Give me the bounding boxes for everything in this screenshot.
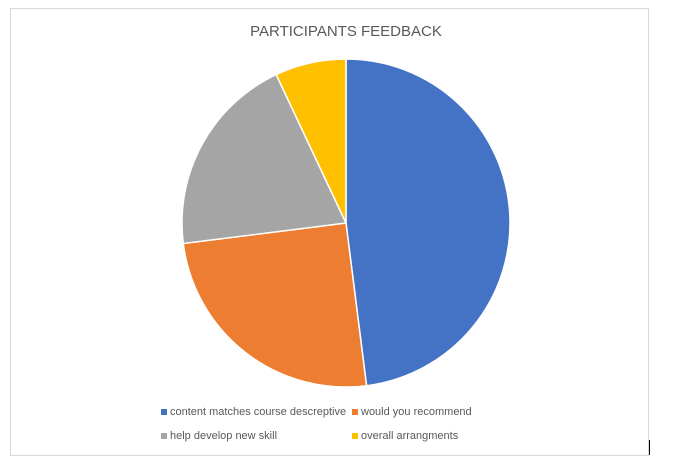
pie-slice [181, 73, 348, 245]
legend-swatch [161, 409, 167, 415]
pie-slice [345, 58, 511, 387]
chart-title: PARTICIPANTS FEEDBACK [250, 23, 442, 40]
legend-label: would you recommend [360, 406, 472, 418]
legend-label: content matches course descreptive [170, 406, 346, 418]
legend-swatch [161, 433, 167, 439]
pie-slice [182, 222, 368, 388]
legend-label: overall arrangments [361, 430, 459, 442]
legend-swatch [352, 433, 358, 439]
legend-label: help develop new skill [170, 430, 277, 442]
pie-slice [275, 58, 347, 224]
legend-swatch [352, 409, 358, 415]
